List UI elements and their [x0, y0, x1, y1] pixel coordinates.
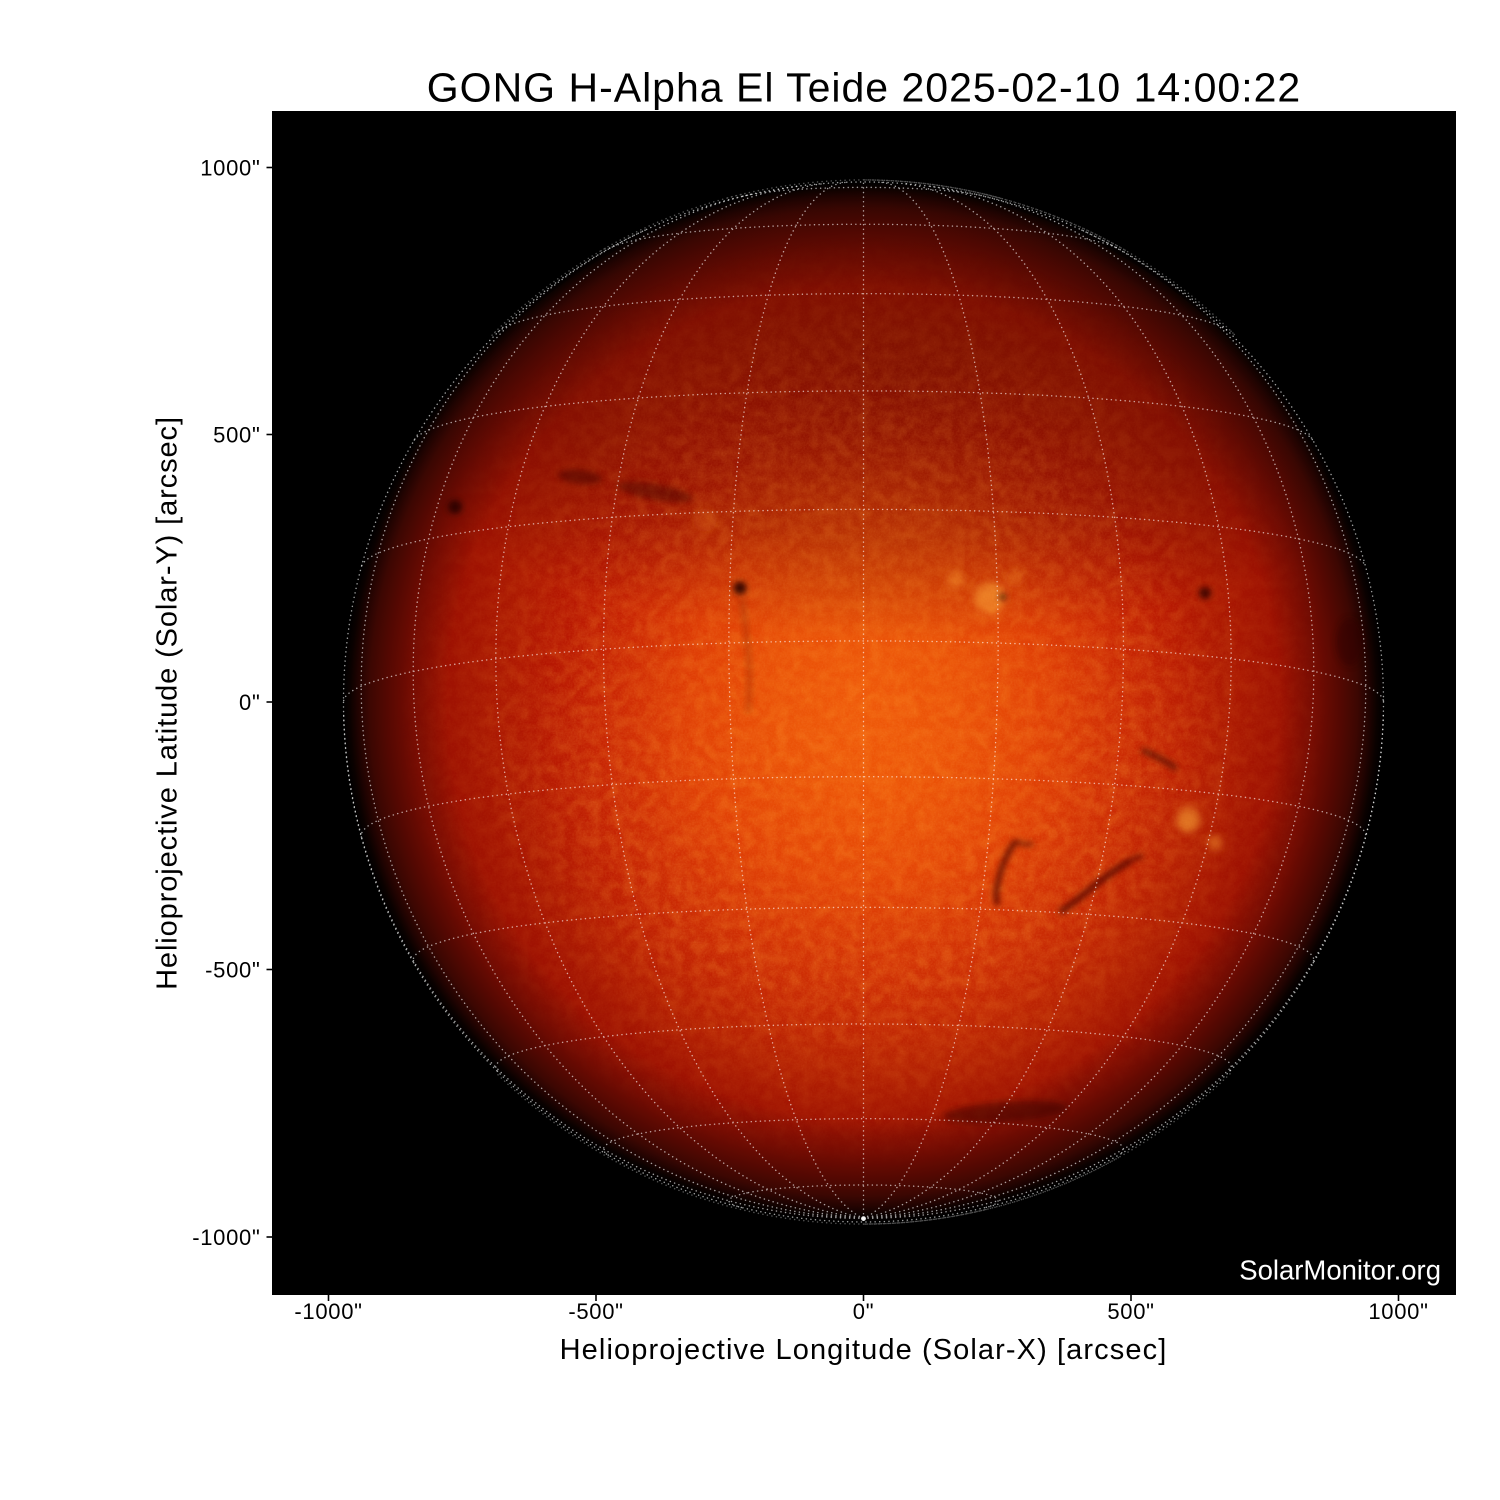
- svg-text:500": 500": [213, 422, 260, 447]
- svg-text:Helioprojective Latitude (Sola: Helioprojective Latitude (Solar-Y) [arcs…: [152, 416, 184, 990]
- svg-text:-500": -500": [568, 1299, 623, 1324]
- svg-text:0": 0": [239, 690, 260, 715]
- svg-text:SolarMonitor.org: SolarMonitor.org: [1239, 1255, 1441, 1286]
- svg-text:0": 0": [853, 1299, 874, 1324]
- svg-text:Helioprojective Longitude (Sol: Helioprojective Longitude (Solar-X) [arc…: [560, 1334, 1168, 1366]
- svg-text:GONG H-Alpha El Teide 2025-02-: GONG H-Alpha El Teide 2025-02-10 14:00:2…: [427, 65, 1301, 111]
- svg-text:500": 500": [1107, 1299, 1154, 1324]
- svg-text:-500": -500": [205, 957, 260, 982]
- svg-text:-1000": -1000": [294, 1299, 362, 1324]
- svg-text:1000": 1000": [1368, 1299, 1428, 1324]
- svg-text:1000": 1000": [200, 155, 260, 180]
- svg-text:-1000": -1000": [192, 1225, 260, 1250]
